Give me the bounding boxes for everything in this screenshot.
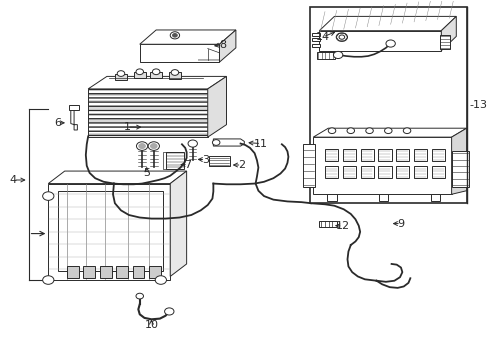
Text: 1: 1 [123,122,130,132]
Bar [360,149,373,161]
Circle shape [172,33,177,37]
Bar [378,166,391,178]
Circle shape [136,293,143,299]
Polygon shape [170,171,186,276]
Circle shape [336,33,347,41]
Polygon shape [313,128,466,137]
Circle shape [212,140,220,145]
Bar [311,33,320,36]
Polygon shape [88,76,226,89]
Bar [100,266,111,278]
Text: 11: 11 [254,139,267,149]
Bar [149,266,161,278]
Polygon shape [71,109,77,130]
Circle shape [403,128,410,134]
Circle shape [188,140,197,147]
Circle shape [338,35,344,39]
Bar [309,7,466,203]
Bar [311,44,320,47]
Text: 10: 10 [144,320,158,330]
Bar [325,166,337,178]
Bar [378,149,391,161]
Bar [360,166,373,178]
Polygon shape [440,17,455,51]
Polygon shape [88,89,207,137]
Polygon shape [133,72,145,78]
Bar [431,166,444,178]
Circle shape [346,128,354,134]
Bar [342,166,355,178]
Bar [208,156,229,166]
Polygon shape [319,31,440,51]
Polygon shape [48,184,170,280]
Circle shape [155,276,166,284]
Polygon shape [219,30,235,62]
Polygon shape [140,44,219,62]
Bar [439,35,449,49]
Text: 4: 4 [10,175,17,185]
Text: 3: 3 [202,155,208,165]
Circle shape [385,40,394,47]
Polygon shape [207,76,226,137]
Circle shape [333,51,342,59]
Polygon shape [213,139,244,146]
Circle shape [42,276,54,284]
Circle shape [152,69,160,75]
Polygon shape [313,137,451,194]
Circle shape [171,69,178,75]
Circle shape [164,308,174,315]
Bar [116,266,128,278]
Polygon shape [150,72,162,78]
Text: 5: 5 [143,168,150,178]
Bar [413,149,427,161]
Circle shape [384,128,391,134]
Bar [451,152,468,187]
Circle shape [117,71,124,76]
Bar [395,166,408,178]
Circle shape [148,142,159,150]
Circle shape [327,128,335,134]
Text: 12: 12 [335,221,349,231]
Text: 7: 7 [184,159,191,170]
Polygon shape [115,73,127,80]
Bar [395,149,408,161]
Polygon shape [168,72,181,79]
Bar [429,194,439,202]
Polygon shape [48,171,186,184]
Bar [303,144,314,187]
Circle shape [136,142,147,150]
Circle shape [139,144,145,149]
Bar [325,149,337,161]
Circle shape [42,192,54,201]
Bar [67,266,79,278]
Polygon shape [319,17,455,31]
Bar [132,266,144,278]
Circle shape [365,128,372,134]
Bar [166,152,184,169]
Bar [83,266,95,278]
Bar [326,194,336,202]
Polygon shape [140,30,235,44]
Circle shape [136,69,143,75]
Bar [413,166,427,178]
Polygon shape [451,128,466,194]
Text: 9: 9 [397,219,404,229]
Polygon shape [58,191,163,271]
Polygon shape [69,105,79,111]
Bar [311,38,320,41]
Bar [378,194,387,202]
Bar [319,221,337,227]
Bar [431,149,444,161]
Text: 6: 6 [54,118,61,128]
Text: -13: -13 [468,100,487,110]
Bar [342,149,355,161]
Text: 8: 8 [219,40,226,50]
Text: 2: 2 [238,160,244,170]
Circle shape [150,144,157,149]
Bar [316,52,335,59]
Text: 14: 14 [315,32,329,42]
Circle shape [170,32,179,39]
